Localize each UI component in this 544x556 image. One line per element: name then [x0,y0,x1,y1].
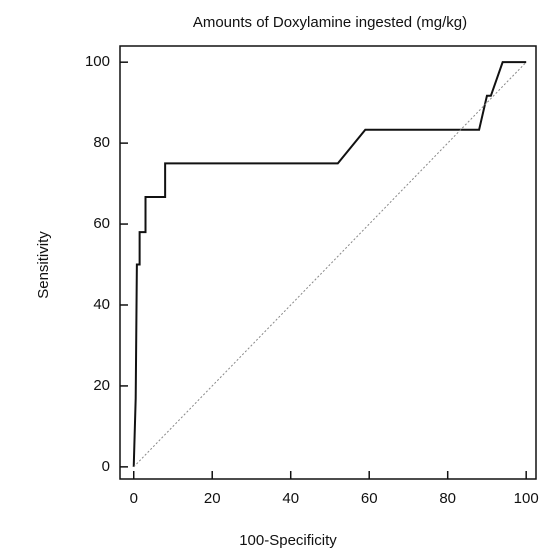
y-tick-label: 100 [85,53,110,70]
x-tick-label: 40 [282,490,299,507]
x-tick-label: 80 [439,490,456,507]
y-tick-label: 0 [102,458,110,475]
y-tick-label: 40 [93,296,110,313]
x-tick-label: 20 [204,490,221,507]
x-axis-label: 100-Specificity [239,532,337,549]
x-tick-label: 60 [361,490,378,507]
y-axis-label: Sensitivity [35,231,52,299]
y-tick-label: 80 [93,134,110,151]
plot-frame [119,45,537,480]
chart-title: Amounts of Doxylamine ingested (mg/kg) [193,14,467,31]
y-tick-label: 20 [93,377,110,394]
x-tick-label: 0 [130,490,138,507]
roc-line [132,61,527,467]
reference-line [133,61,527,468]
y-tick-label: 60 [93,215,110,232]
x-tick-label: 100 [514,490,539,507]
